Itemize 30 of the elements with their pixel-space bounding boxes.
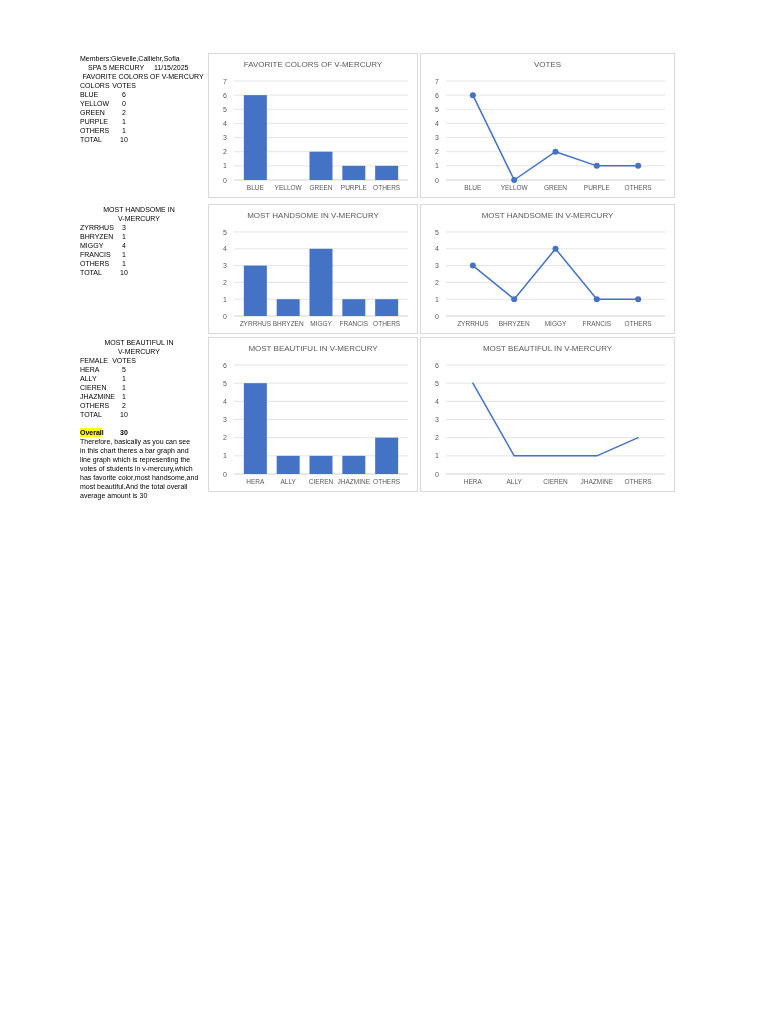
point <box>511 296 518 303</box>
point <box>593 296 600 303</box>
point <box>552 245 559 252</box>
point <box>593 162 600 169</box>
bar <box>342 455 366 474</box>
point <box>511 177 518 183</box>
chart-title: MOST BEAUTIFUL IN V-MERCURY <box>482 344 613 353</box>
point <box>635 162 642 169</box>
point <box>635 296 642 303</box>
bar <box>309 151 333 180</box>
bar <box>276 299 300 316</box>
bar <box>243 383 267 474</box>
bar <box>309 248 333 316</box>
bar <box>375 299 399 316</box>
chart-title: MOST BEAUTIFUL IN V-MERCURY <box>248 344 379 353</box>
bar <box>375 165 399 180</box>
bar <box>276 455 300 474</box>
chart-title: MOST HANDSOME IN V-MERCURY <box>481 211 615 220</box>
chart-title: MOST HANDSOME IN V-MERCURY <box>247 211 380 220</box>
chart-title: VOTES <box>533 60 562 69</box>
bar <box>243 265 267 316</box>
bar <box>375 437 399 474</box>
point <box>552 148 559 155</box>
point <box>469 262 476 269</box>
bar <box>342 165 366 180</box>
bar <box>342 299 366 316</box>
bar <box>243 95 267 180</box>
bar <box>309 455 333 474</box>
chart-title: FAVORITE COLORS OF V-MERCURY <box>243 60 383 69</box>
point <box>469 92 476 99</box>
